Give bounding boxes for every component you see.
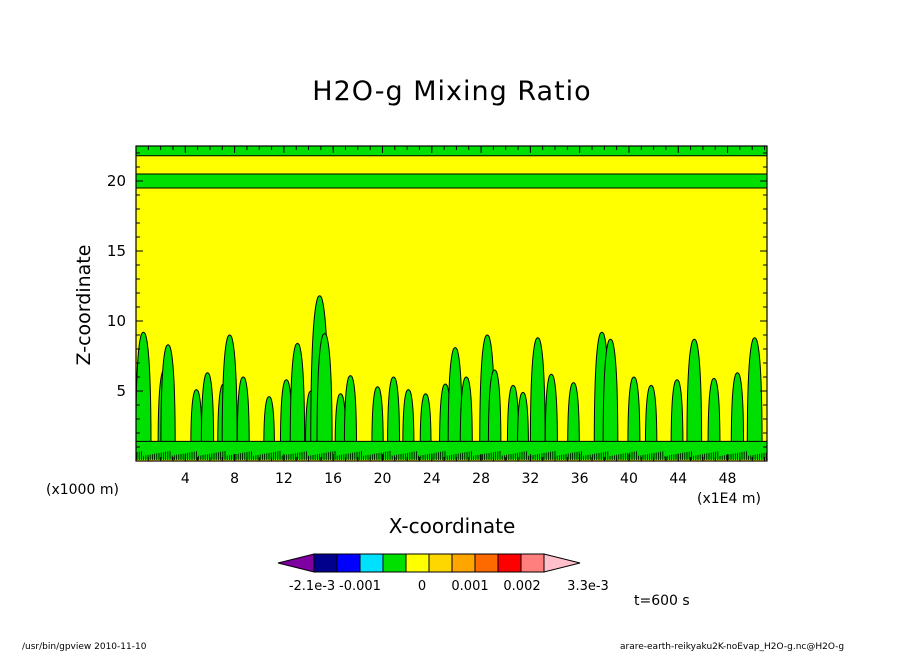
plume bbox=[402, 389, 415, 448]
colorbar-swatch bbox=[428, 553, 453, 573]
x-axis-label: X-coordinate bbox=[388, 514, 516, 538]
plume bbox=[236, 376, 250, 448]
x-tick-label: 20 bbox=[374, 471, 392, 487]
footer-left: /usr/bin/gpview 2010-11-10 bbox=[22, 642, 147, 652]
plume bbox=[160, 344, 176, 448]
colorbar-swatch bbox=[336, 553, 361, 573]
x-tick-label: 8 bbox=[230, 471, 239, 487]
plot-content bbox=[136, 146, 767, 461]
plume bbox=[644, 384, 658, 448]
x-tick-label: 28 bbox=[472, 471, 490, 487]
colorbar-swatch bbox=[520, 553, 545, 573]
plume bbox=[371, 386, 384, 448]
x-tick-label: 40 bbox=[620, 471, 638, 487]
plume bbox=[447, 347, 463, 448]
plume bbox=[200, 372, 215, 448]
green-band bbox=[136, 146, 767, 156]
plume bbox=[517, 391, 529, 448]
plume bbox=[316, 333, 333, 448]
colorbar-swatch bbox=[451, 553, 476, 573]
plume bbox=[419, 393, 432, 448]
x-tick-label: 44 bbox=[669, 471, 687, 487]
colorbar-swatch bbox=[405, 553, 430, 573]
colorbar-swatch bbox=[474, 553, 499, 573]
plume bbox=[263, 396, 275, 448]
plume bbox=[730, 372, 745, 448]
plume bbox=[136, 331, 152, 448]
y-tick-label: 5 bbox=[116, 382, 126, 400]
x-tick-label: 48 bbox=[719, 471, 737, 487]
plume bbox=[221, 334, 238, 448]
colorbar-swatch bbox=[382, 553, 407, 573]
plume bbox=[487, 369, 502, 448]
plume bbox=[602, 338, 619, 448]
plume bbox=[190, 389, 203, 448]
plume bbox=[746, 337, 763, 448]
colorbar-label: 0.002 bbox=[503, 579, 540, 594]
x-tick-label: 16 bbox=[324, 471, 342, 487]
colorbar-upper-triangle bbox=[543, 553, 581, 573]
colorbar-swatch bbox=[359, 553, 384, 573]
x-tick-label: 32 bbox=[521, 471, 539, 487]
colorbar-label: 0.001 bbox=[451, 579, 488, 594]
plume bbox=[686, 338, 703, 448]
x-scale-label: (x1E4 m) bbox=[697, 491, 761, 507]
surface-band bbox=[136, 441, 767, 460]
time-label: t=600 s bbox=[634, 593, 690, 609]
colorbar: -2.1e-3 -0.001 0 0.001 0.002 3.3e-3 bbox=[277, 553, 609, 594]
plume bbox=[627, 376, 641, 448]
plume bbox=[343, 375, 357, 448]
colorbar-label: 3.3e-3 bbox=[567, 579, 609, 594]
plume bbox=[707, 377, 721, 448]
footer-right: arare-earth-reikyaku2K-noEvap_H2O-g.nc@H… bbox=[620, 642, 845, 652]
colorbar-swatch bbox=[313, 553, 338, 573]
green-band bbox=[136, 174, 767, 188]
plume bbox=[544, 373, 558, 448]
x-unit-label: (x1000 m) bbox=[46, 482, 119, 498]
plot-frame bbox=[135, 145, 768, 462]
y-tick-label: 10 bbox=[107, 312, 126, 330]
plot-area bbox=[136, 146, 767, 461]
plume bbox=[289, 342, 306, 448]
colorbar-lower-triangle bbox=[277, 553, 315, 573]
colorbar-swatch bbox=[497, 553, 522, 573]
y-tick-label: 15 bbox=[107, 242, 126, 260]
x-tick-label: 36 bbox=[571, 471, 589, 487]
chart-title: H2O-g Mixing Ratio bbox=[312, 76, 592, 107]
y-tick-label: 20 bbox=[107, 172, 126, 190]
plume bbox=[670, 379, 684, 448]
plume bbox=[459, 376, 473, 448]
x-tick-label: 24 bbox=[423, 471, 441, 487]
colorbar-label: -0.001 bbox=[339, 579, 381, 594]
plume bbox=[567, 382, 580, 448]
plume bbox=[387, 376, 401, 448]
colorbar-label: 0 bbox=[418, 579, 426, 594]
colorbar-label: -2.1e-3 bbox=[289, 579, 335, 594]
plume bbox=[529, 337, 546, 448]
x-tick-label: 12 bbox=[275, 471, 293, 487]
x-tick-label: 4 bbox=[181, 471, 190, 487]
